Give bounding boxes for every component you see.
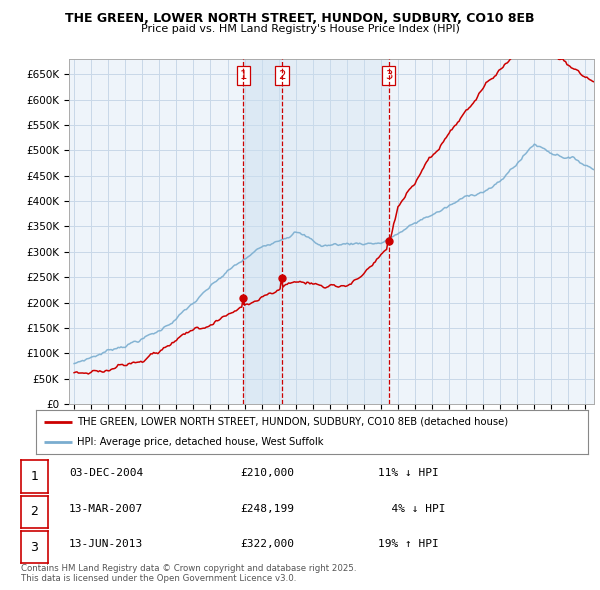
Text: HPI: Average price, detached house, West Suffolk: HPI: Average price, detached house, West…	[77, 437, 324, 447]
Bar	[243, 59, 282, 404]
Text: 13-JUN-2013: 13-JUN-2013	[69, 539, 143, 549]
Text: 3: 3	[385, 69, 392, 82]
Text: £210,000: £210,000	[240, 468, 294, 478]
Text: 13-MAR-2007: 13-MAR-2007	[69, 504, 143, 514]
Text: 2: 2	[278, 69, 286, 82]
Text: 2: 2	[31, 505, 38, 519]
Text: Contains HM Land Registry data © Crown copyright and database right 2025.
This d: Contains HM Land Registry data © Crown c…	[21, 563, 356, 583]
Text: 1: 1	[239, 69, 247, 82]
Text: £322,000: £322,000	[240, 539, 294, 549]
Bar	[282, 59, 389, 404]
Text: THE GREEN, LOWER NORTH STREET, HUNDON, SUDBURY, CO10 8EB: THE GREEN, LOWER NORTH STREET, HUNDON, S…	[65, 12, 535, 25]
Text: THE GREEN, LOWER NORTH STREET, HUNDON, SUDBURY, CO10 8EB (detached house): THE GREEN, LOWER NORTH STREET, HUNDON, S…	[77, 417, 509, 427]
Text: 4% ↓ HPI: 4% ↓ HPI	[378, 504, 445, 514]
Text: 19% ↑ HPI: 19% ↑ HPI	[378, 539, 439, 549]
Text: 1: 1	[31, 470, 38, 483]
Text: 03-DEC-2004: 03-DEC-2004	[69, 468, 143, 478]
Text: £248,199: £248,199	[240, 504, 294, 514]
Text: 11% ↓ HPI: 11% ↓ HPI	[378, 468, 439, 478]
Text: 3: 3	[31, 540, 38, 554]
Text: Price paid vs. HM Land Registry's House Price Index (HPI): Price paid vs. HM Land Registry's House …	[140, 24, 460, 34]
